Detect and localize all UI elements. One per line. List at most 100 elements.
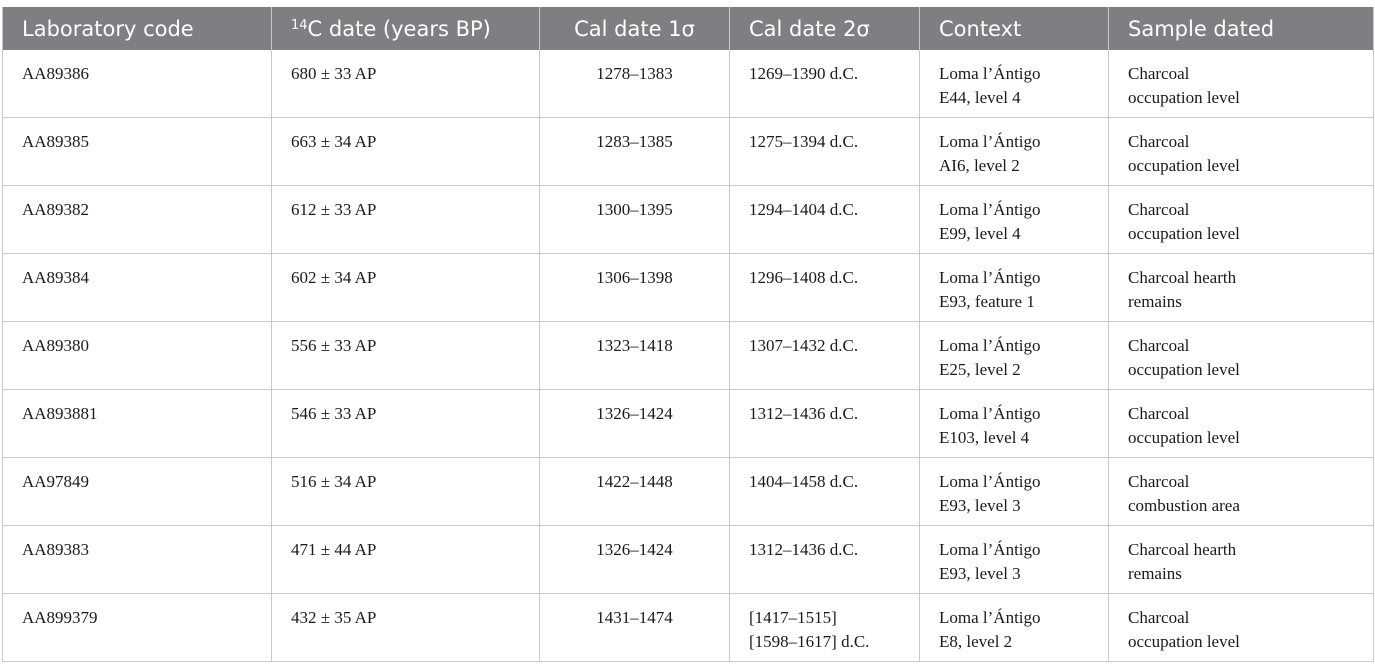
table-header: Laboratory code 14C date (years BP) Cal … <box>2 7 1374 50</box>
cell-cal-2sigma: 1312–1436 d.C. <box>729 525 920 594</box>
cal2-line: 1296–1408 d.C. <box>749 268 859 287</box>
context-site: Loma l’Ántigo <box>939 132 1041 151</box>
sample-detail: occupation level <box>1128 360 1240 379</box>
cal2-line: 1275–1394 d.C. <box>749 132 859 151</box>
table-row: AA89380 556 ± 33 AP 1323–1418 1307–1432 … <box>2 321 1374 390</box>
context-unit: E44, level 4 <box>939 88 1021 107</box>
table-row: AA89382 612 ± 33 AP 1300–1395 1294–1404 … <box>2 185 1374 254</box>
cell-sample-dated: Charcoal combustion area <box>1108 457 1374 526</box>
cal2-line: 1307–1432 d.C. <box>749 336 859 355</box>
cell-sample-dated: Charcoal occupation level <box>1108 185 1374 254</box>
cell-lab-code: AA89386 <box>2 50 272 118</box>
sample-material: Charcoal <box>1128 132 1190 151</box>
cal2-line: 1269–1390 d.C. <box>749 64 859 83</box>
cell-c14-date: 471 ± 44 AP <box>271 525 540 594</box>
cell-sample-dated: Charcoal occupation level <box>1108 593 1374 662</box>
cal2-line: 1294–1404 d.C. <box>749 200 859 219</box>
cell-c14-date: 556 ± 33 AP <box>271 321 540 390</box>
table-body: AA89386 680 ± 33 AP 1278–1383 1269–1390 … <box>2 50 1374 662</box>
header-lab-code: Laboratory code <box>2 7 272 50</box>
cell-cal-2sigma: 1312–1436 d.C. <box>729 389 920 458</box>
sample-detail: remains <box>1128 564 1182 583</box>
cell-cal-2sigma: 1404–1458 d.C. <box>729 457 920 526</box>
cell-context: Loma l’Ántigo E103, level 4 <box>919 389 1109 458</box>
sample-detail: occupation level <box>1128 632 1240 651</box>
sample-material: Charcoal <box>1128 608 1190 627</box>
cell-lab-code: AA893881 <box>2 389 272 458</box>
context-unit: E93, level 3 <box>939 564 1021 583</box>
cell-cal-2sigma: 1294–1404 d.C. <box>729 185 920 254</box>
sample-material: Charcoal hearth <box>1128 268 1237 287</box>
table-row: AA893881 546 ± 33 AP 1326–1424 1312–1436… <box>2 389 1374 458</box>
cell-cal-1sigma: 1306–1398 <box>539 253 730 322</box>
cell-context: Loma l’Ántigo E93, level 3 <box>919 457 1109 526</box>
c14-superscript: 14 <box>291 17 308 33</box>
context-site: Loma l’Ántigo <box>939 608 1041 627</box>
sample-material: Charcoal <box>1128 404 1190 423</box>
context-site: Loma l’Ántigo <box>939 336 1041 355</box>
cell-lab-code: AA89380 <box>2 321 272 390</box>
cell-sample-dated: Charcoal occupation level <box>1108 389 1374 458</box>
cell-c14-date: 546 ± 33 AP <box>271 389 540 458</box>
cell-lab-code: AA97849 <box>2 457 272 526</box>
cell-cal-2sigma: 1275–1394 d.C. <box>729 117 920 186</box>
cell-context: Loma l’Ántigo E25, level 2 <box>919 321 1109 390</box>
sample-material: Charcoal <box>1128 472 1190 491</box>
cell-c14-date: 612 ± 33 AP <box>271 185 540 254</box>
context-unit: AI6, level 2 <box>939 156 1020 175</box>
context-site: Loma l’Ántigo <box>939 268 1041 287</box>
context-unit: E103, level 4 <box>939 428 1030 447</box>
cell-cal-1sigma: 1278–1383 <box>539 50 730 118</box>
cal2-line: [1598–1617] d.C. <box>749 632 870 651</box>
cell-cal-2sigma: 1296–1408 d.C. <box>729 253 920 322</box>
context-unit: E93, level 3 <box>939 496 1021 515</box>
cell-sample-dated: Charcoal occupation level <box>1108 50 1374 118</box>
header-c14-date: 14C date (years BP) <box>271 7 540 50</box>
radiocarbon-dates-table: Laboratory code 14C date (years BP) Cal … <box>2 7 1374 662</box>
cell-c14-date: 602 ± 34 AP <box>271 253 540 322</box>
cell-c14-date: 516 ± 34 AP <box>271 457 540 526</box>
cell-lab-code: AA899379 <box>2 593 272 662</box>
sample-detail: occupation level <box>1128 88 1240 107</box>
header-row: Laboratory code 14C date (years BP) Cal … <box>2 7 1374 50</box>
cell-context: Loma l’Ántigo AI6, level 2 <box>919 117 1109 186</box>
context-site: Loma l’Ántigo <box>939 64 1041 83</box>
cell-cal-2sigma: [1417–1515] [1598–1617] d.C. <box>729 593 920 662</box>
sample-material: Charcoal <box>1128 64 1190 83</box>
cell-context: Loma l’Ántigo E93, level 3 <box>919 525 1109 594</box>
cell-lab-code: AA89385 <box>2 117 272 186</box>
cell-sample-dated: Charcoal hearth remains <box>1108 253 1374 322</box>
sample-detail: occupation level <box>1128 156 1240 175</box>
sample-detail: occupation level <box>1128 428 1240 447</box>
cell-cal-1sigma: 1326–1424 <box>539 389 730 458</box>
context-unit: E93, feature 1 <box>939 292 1035 311</box>
cell-cal-1sigma: 1323–1418 <box>539 321 730 390</box>
cell-context: Loma l’Ántigo E44, level 4 <box>919 50 1109 118</box>
cell-cal-1sigma: 1300–1395 <box>539 185 730 254</box>
sample-detail: combustion area <box>1128 496 1240 515</box>
table-row: AA89385 663 ± 34 AP 1283–1385 1275–1394 … <box>2 117 1374 186</box>
header-sample-dated: Sample dated <box>1108 7 1374 50</box>
table-row: AA97849 516 ± 34 AP 1422–1448 1404–1458 … <box>2 457 1374 526</box>
cell-lab-code: AA89384 <box>2 253 272 322</box>
table-row: AA89384 602 ± 34 AP 1306–1398 1296–1408 … <box>2 253 1374 322</box>
context-unit: E25, level 2 <box>939 360 1021 379</box>
header-context: Context <box>919 7 1109 50</box>
cell-context: Loma l’Ántigo E93, feature 1 <box>919 253 1109 322</box>
cell-c14-date: 432 ± 35 AP <box>271 593 540 662</box>
cal2-line: 1404–1458 d.C. <box>749 472 859 491</box>
cell-context: Loma l’Ántigo E99, level 4 <box>919 185 1109 254</box>
cell-lab-code: AA89383 <box>2 525 272 594</box>
cell-cal-1sigma: 1283–1385 <box>539 117 730 186</box>
cell-c14-date: 680 ± 33 AP <box>271 50 540 118</box>
cell-cal-2sigma: 1269–1390 d.C. <box>729 50 920 118</box>
table-row: AA899379 432 ± 35 AP 1431–1474 [1417–151… <box>2 593 1374 662</box>
context-site: Loma l’Ántigo <box>939 404 1041 423</box>
context-site: Loma l’Ántigo <box>939 472 1041 491</box>
sample-detail: occupation level <box>1128 224 1240 243</box>
sample-material: Charcoal <box>1128 200 1190 219</box>
cell-cal-1sigma: 1431–1474 <box>539 593 730 662</box>
context-site: Loma l’Ántigo <box>939 200 1041 219</box>
cell-cal-2sigma: 1307–1432 d.C. <box>729 321 920 390</box>
header-cal-1sigma: Cal date 1σ <box>539 7 730 50</box>
